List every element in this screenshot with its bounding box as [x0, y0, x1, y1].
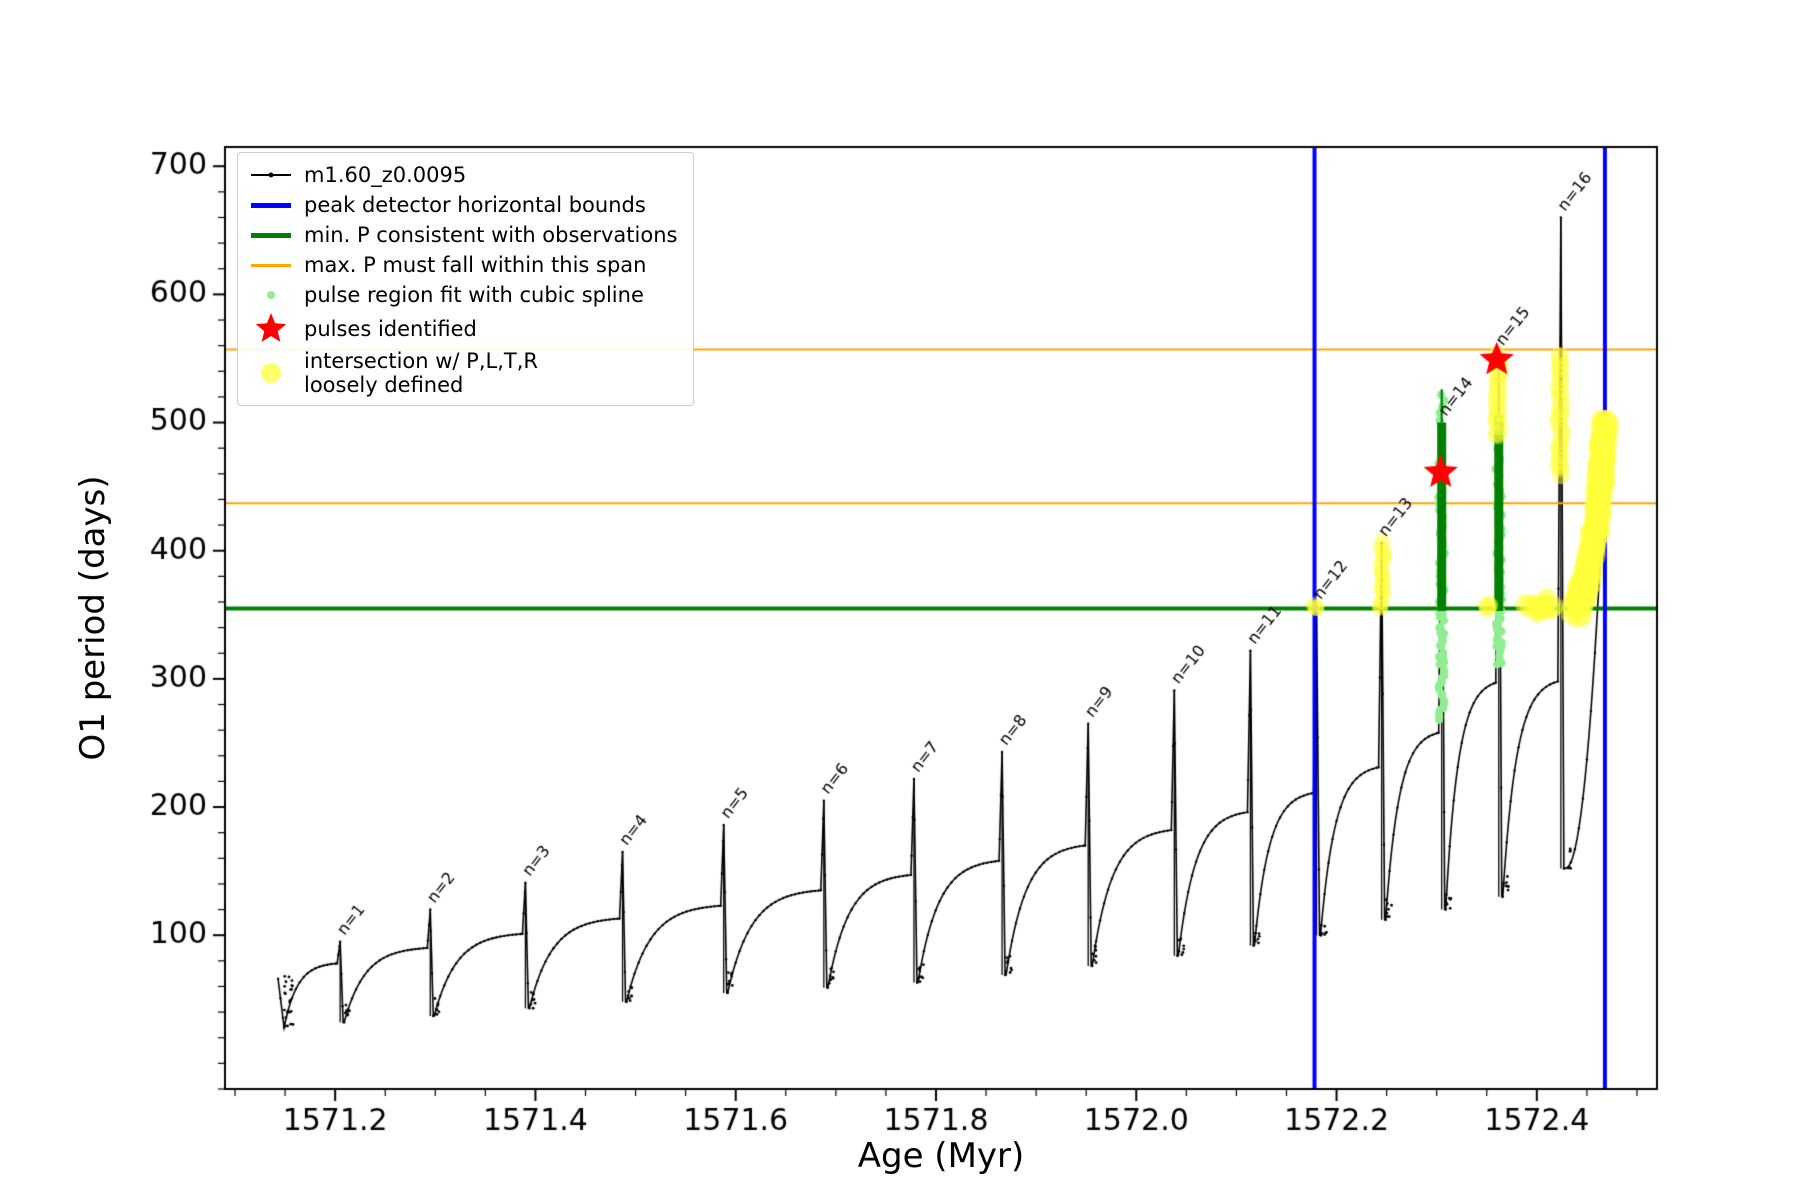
legend-marker-line-dot-icon — [248, 172, 294, 178]
legend-entry: intersection w/ P,L,T,R loosely defined — [248, 349, 677, 397]
legend-label: intersection w/ P,L,T,R loosely defined — [304, 349, 538, 398]
legend-label: max. P must fall within this span — [304, 252, 647, 277]
legend-marker-thick-line-icon — [248, 232, 294, 238]
x-axis-label: Age (Myr) — [857, 1136, 1025, 1176]
legend-marker-small-dot-icon — [248, 291, 294, 299]
legend-label: min. P consistent with observations — [304, 222, 678, 247]
legend-entry: pulses identified — [248, 311, 677, 347]
legend-label: m1.60_z0.0095 — [304, 162, 467, 187]
legend-marker-star-icon — [248, 311, 294, 347]
legend-marker-big-dot-icon — [248, 363, 294, 384]
legend-entry: min. P consistent with observations — [248, 221, 677, 249]
legend-entry: max. P must fall within this span — [248, 251, 677, 279]
legend-entry: m1.60_z0.0095 — [248, 161, 677, 189]
legend-marker-line-icon — [248, 263, 294, 267]
legend-entry: pulse region fit with cubic spline — [248, 281, 677, 309]
legend-label: peak detector horizontal bounds — [304, 192, 646, 217]
legend-marker-thick-line-icon — [248, 202, 294, 208]
legend-label: pulses identified — [304, 316, 477, 341]
legend-label: pulse region fit with cubic spline — [304, 282, 644, 307]
y-axis-label: O1 period (days) — [73, 475, 113, 761]
legend-entry: peak detector horizontal bounds — [248, 191, 677, 219]
